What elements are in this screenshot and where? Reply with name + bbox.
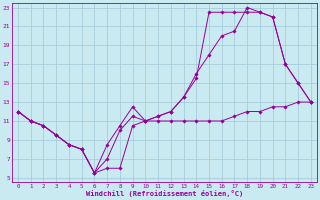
- X-axis label: Windchill (Refroidissement éolien,°C): Windchill (Refroidissement éolien,°C): [86, 190, 243, 197]
